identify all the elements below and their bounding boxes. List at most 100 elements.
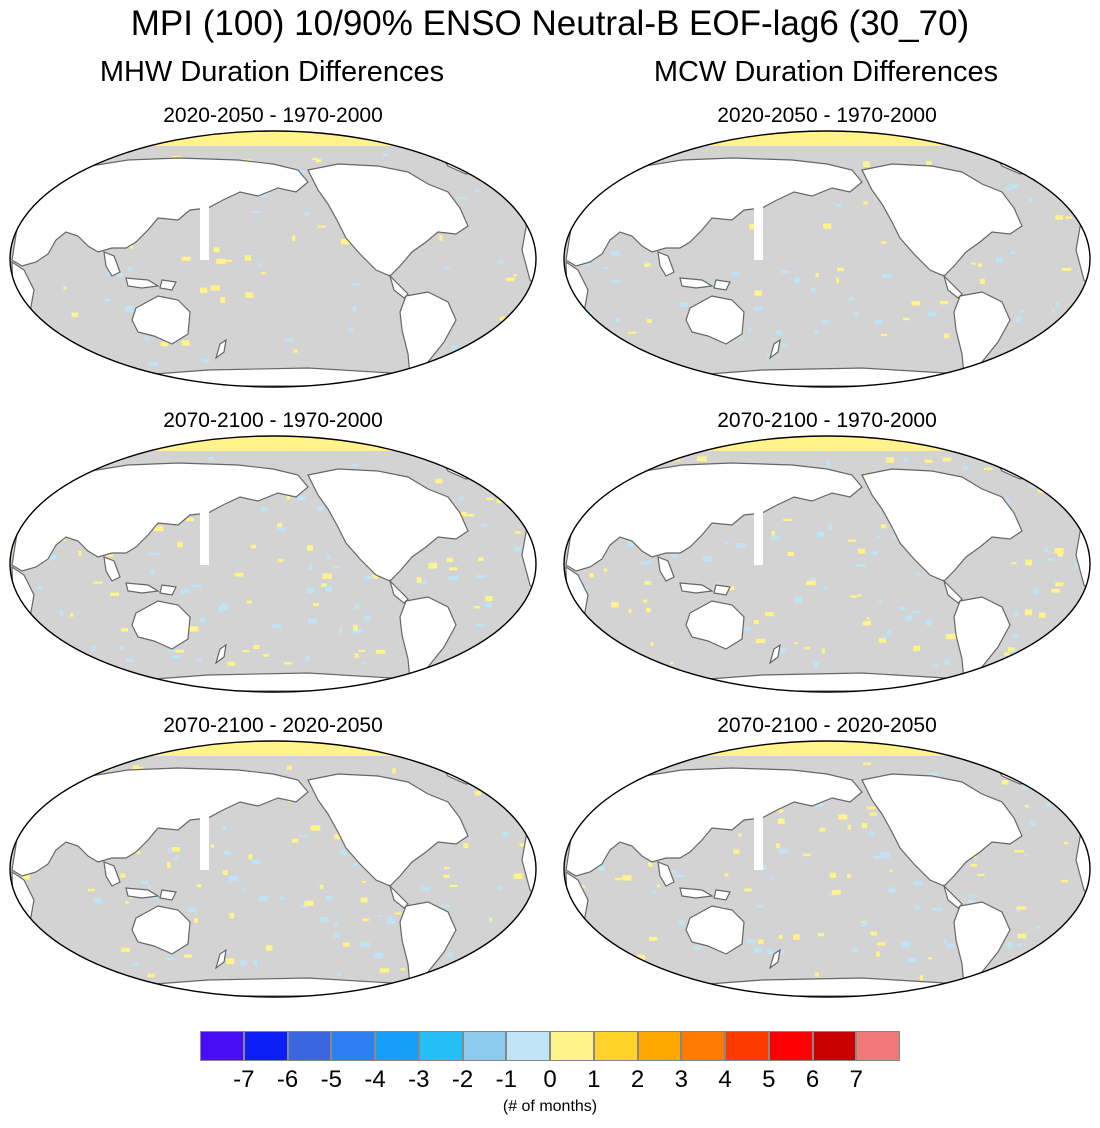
anomaly-cell	[490, 944, 500, 950]
anomaly-cell	[221, 603, 229, 610]
anomaly-cell	[283, 338, 294, 342]
anomaly-cell	[943, 659, 950, 665]
anomaly-cell	[753, 620, 760, 625]
land-mass	[657, 251, 675, 277]
panel-subtitle: 2070-2100 - 2020-2050	[163, 714, 383, 737]
map-border	[9, 130, 537, 388]
anomaly-cell	[458, 497, 465, 501]
anomaly-cell	[639, 562, 649, 565]
anomaly-cell	[660, 972, 667, 977]
anomaly-cell	[222, 870, 228, 875]
anomaly-cell	[154, 526, 164, 532]
anomaly-cell	[517, 503, 524, 509]
anomaly-cell	[312, 157, 318, 161]
arctic-anomaly-band	[682, 741, 982, 756]
anomaly-cell	[601, 267, 609, 270]
anomaly-cell	[132, 765, 139, 770]
anomaly-cell	[847, 824, 852, 830]
anomaly-cell	[611, 279, 621, 283]
land-mass	[307, 468, 469, 582]
anomaly-cell	[971, 856, 977, 859]
anomaly-cell	[478, 557, 484, 561]
anomaly-cell	[217, 607, 224, 613]
anomaly-cell	[1087, 761, 1090, 767]
anomaly-cell	[582, 198, 589, 203]
anomaly-cell	[352, 306, 357, 312]
anomaly-cell	[1060, 879, 1069, 883]
anomaly-cell	[919, 975, 923, 981]
anomaly-cell	[479, 953, 486, 959]
anomaly-cell	[771, 535, 780, 540]
colorbar-tick-label: -6	[276, 1066, 299, 1093]
anomaly-cell	[837, 814, 848, 820]
anomaly-cell	[181, 340, 190, 346]
anomaly-cell	[932, 907, 943, 911]
anomaly-cell	[20, 622, 24, 628]
colorbar-swatch	[200, 1031, 244, 1061]
anomaly-cell	[622, 875, 632, 881]
anomaly-cell	[41, 764, 48, 770]
anomaly-cell	[781, 344, 788, 348]
anomaly-cell	[851, 947, 858, 952]
anomaly-cell	[652, 890, 656, 893]
anomaly-cell	[942, 457, 952, 462]
anomaly-cell	[810, 287, 816, 293]
anomaly-cell	[1062, 948, 1068, 952]
column-title-mhw: MHW Duration Differences	[99, 56, 445, 88]
land-mass	[307, 773, 469, 887]
anomaly-cell	[693, 946, 702, 950]
anomaly-cell	[1009, 668, 1017, 672]
anomaly-cell	[292, 235, 296, 242]
anomaly-cell	[1065, 216, 1073, 219]
colorbar-swatch	[243, 1031, 288, 1061]
anomaly-cell	[276, 527, 287, 531]
anomaly-cell	[172, 155, 181, 158]
anomaly-cell	[787, 552, 794, 557]
anomaly-cell	[104, 298, 111, 302]
anomaly-cell	[229, 876, 239, 882]
anomaly-cell	[191, 584, 202, 588]
land-mass	[214, 643, 227, 665]
anomaly-cell	[171, 655, 180, 659]
anomaly-cell	[180, 589, 191, 594]
anomaly-cell	[340, 850, 347, 855]
anomaly-cell	[479, 350, 483, 355]
anomaly-cell	[327, 554, 331, 560]
anomaly-cell	[769, 877, 775, 880]
anomaly-cell	[10, 930, 15, 937]
world-map	[9, 435, 537, 693]
world-map	[563, 435, 1091, 693]
anomaly-cell	[810, 577, 816, 581]
anomaly-cell	[321, 583, 327, 587]
anomaly-cell	[775, 330, 783, 336]
missing-data-strip	[200, 505, 209, 565]
anomaly-cell	[1061, 267, 1072, 271]
anomaly-cell	[534, 959, 536, 963]
anomaly-cell	[753, 947, 762, 953]
anomaly-cell	[210, 285, 221, 291]
anomaly-cell	[866, 617, 871, 620]
anomaly-cell	[1019, 310, 1026, 313]
anomaly-cell	[394, 912, 402, 915]
anomaly-cell	[882, 635, 887, 640]
anomaly-cell	[880, 852, 890, 859]
anomaly-cell	[319, 884, 324, 890]
anomaly-cell	[903, 457, 908, 462]
anomaly-cell	[45, 761, 55, 766]
anomaly-cell	[939, 300, 949, 305]
anomaly-cell	[360, 941, 370, 948]
anomaly-cell	[1028, 476, 1036, 482]
anomaly-cell	[530, 972, 536, 976]
map-panel: 2070-2100 - 2020-2050	[562, 714, 1092, 998]
land-mass	[125, 277, 160, 289]
anomaly-cell	[364, 615, 371, 621]
anomaly-cell	[354, 604, 360, 610]
anomaly-cell	[907, 957, 917, 962]
anomaly-cell	[643, 599, 648, 603]
anomaly-cell	[943, 939, 948, 944]
anomaly-cell	[234, 572, 244, 577]
anomaly-cell	[829, 872, 836, 878]
anomaly-cell	[819, 827, 826, 832]
world-map	[9, 130, 537, 388]
anomaly-cell	[794, 597, 803, 603]
